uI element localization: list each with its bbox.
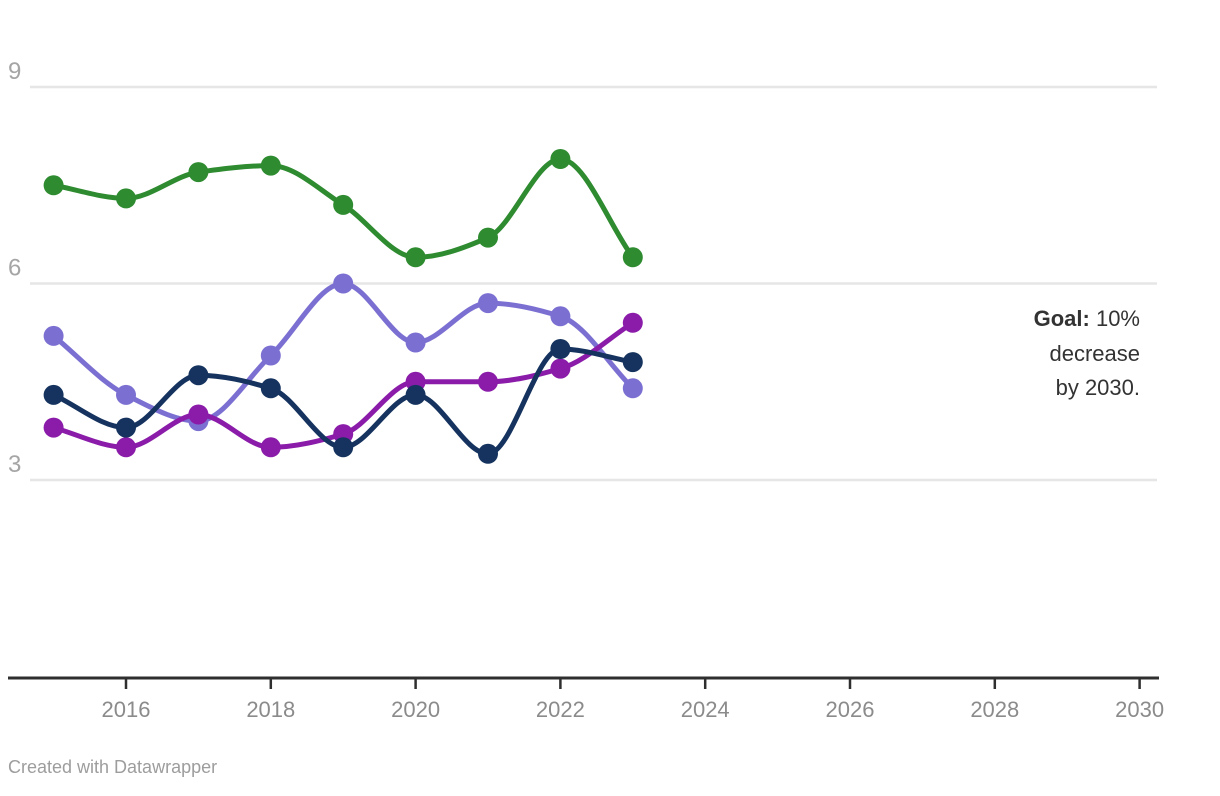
navy-line-point [405,384,426,405]
periwinkle-line-point [116,384,136,405]
magenta-line-point [188,404,209,425]
x-axis-label: 2030 [1115,697,1164,722]
navy-line-point [550,339,571,359]
goal-annotation-bold: Goal: [1033,306,1090,331]
goal-annotation: Goal: 10% decrease by 2030. [1034,302,1140,406]
navy-line-point [478,443,498,464]
x-axis-label: 2018 [246,697,295,722]
navy-line-point [43,384,64,405]
magenta-line-point [622,312,643,333]
green-line-point [260,155,281,176]
green-line-point [550,149,571,169]
periwinkle-line-point [622,378,643,399]
x-axis-label: 2016 [102,697,151,722]
green-line-point [188,162,209,183]
green-line-point [478,227,498,248]
x-axis-label: 2022 [536,697,585,722]
periwinkle-line-point [260,345,281,366]
green-line-point [43,175,64,196]
y-axis-label: 9 [8,58,21,85]
goal-annotation-line2: decrease [1049,340,1140,366]
magenta-line-point [260,437,281,458]
magenta-line-point [43,417,64,438]
periwinkle-line-point [333,273,354,294]
y-axis-label: 3 [8,451,21,478]
navy-line-point [188,365,209,386]
x-axis-label: 2024 [681,697,730,722]
periwinkle-line-point [550,306,571,327]
goal-annotation-rest: 10% [1089,306,1140,331]
magenta-line-point [478,371,498,392]
green-line-point [116,188,136,209]
navy-line-point [333,437,354,458]
magenta-line-point [116,437,136,458]
periwinkle-line-path [51,281,636,424]
periwinkle-line-point [478,293,498,314]
magenta-line-point [550,358,571,379]
periwinkle-line-point [43,325,64,346]
green-line-point [622,247,643,268]
x-axis-label: 2026 [826,697,875,722]
x-axis-label: 2028 [970,697,1019,722]
green-line-point [333,194,354,215]
green-line-point [405,247,426,268]
x-axis-label: 2020 [391,697,440,722]
navy-line-point [260,378,281,399]
datawrapper-credit: Created with Datawrapper [8,757,218,777]
periwinkle-line-point [405,332,426,353]
goal-annotation-line1: Goal: 10% [1034,302,1140,337]
navy-line-point [622,352,643,373]
goal-annotation-line3: by 2030. [1055,375,1140,400]
navy-line-point [116,417,136,438]
y-axis-label: 6 [8,255,21,282]
